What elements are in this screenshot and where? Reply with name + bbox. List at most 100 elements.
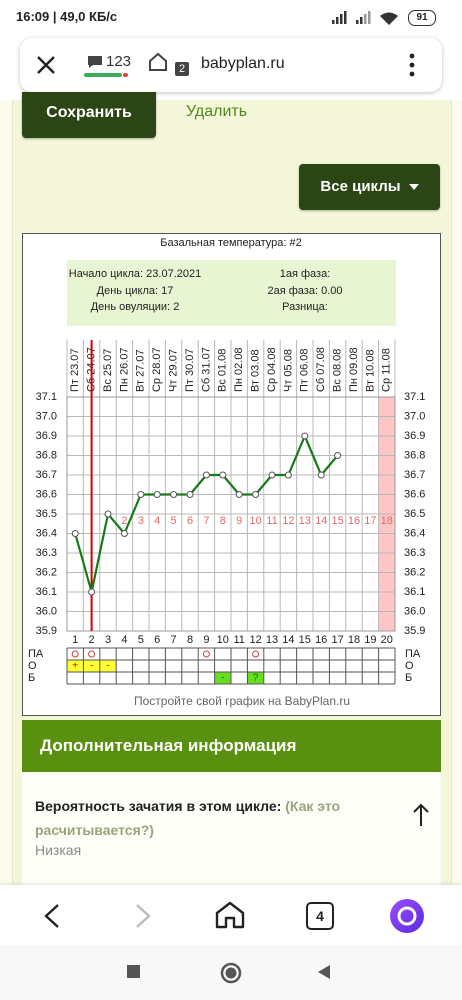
row-cell-text: - [90, 661, 93, 672]
day-label: 19 [364, 634, 376, 646]
temperature-point [219, 471, 227, 479]
delete-link[interactable]: Удалить [186, 103, 248, 120]
y-tick-label: 37.1 [36, 391, 57, 403]
day-label: 16 [315, 634, 327, 646]
row-label-right: О [405, 660, 414, 672]
date-label: Пн 02.08 [233, 347, 245, 392]
day-label: 11 [233, 634, 244, 646]
summary-item: 2ая фаза: 0.00 [268, 285, 343, 297]
temperature-point [120, 530, 128, 537]
y-tick-label: 36.6 [36, 488, 57, 500]
phase-day-label: 8 [220, 515, 226, 527]
row-cell [67, 660, 84, 672]
y-tick-label-right: 35.9 [404, 625, 425, 637]
day-label: 9 [203, 634, 209, 646]
answer: Низкая [35, 842, 82, 858]
tabs-button[interactable]: 4 [306, 902, 334, 930]
day-label: 6 [154, 634, 160, 646]
temperature-point [301, 432, 309, 440]
summary-item: Разница: [282, 301, 328, 313]
status-bar: 16:09 | 49,0 КБ/с 91 [0, 0, 462, 34]
y-tick-label-right: 36.2 [404, 566, 425, 578]
y-tick-label: 36.9 [36, 430, 57, 442]
day-label: 15 [299, 634, 311, 646]
chart-footer: Постройте свой график на BabyPlan.ru [134, 694, 350, 708]
date-label: Сб 07.08 [315, 347, 327, 392]
y-tick-label: 36.1 [36, 586, 57, 598]
system-nav [0, 945, 462, 1000]
date-label: Пн 09.08 [348, 347, 360, 392]
menu-button[interactable] [408, 52, 416, 78]
save-button[interactable]: Сохранить [22, 92, 156, 138]
home-system-button[interactable] [219, 961, 243, 985]
site-icon[interactable] [147, 51, 169, 73]
y-tick-label-right: 36.7 [404, 469, 425, 481]
dropdown-caret [408, 184, 419, 191]
phase-day-label: 2 [121, 515, 127, 527]
row-cell [83, 660, 100, 672]
phase-day-label: 13 [299, 515, 311, 527]
recent-button[interactable] [126, 964, 142, 980]
phase-day-label: 4 [154, 515, 160, 527]
section-header: Дополнительная информация [22, 720, 441, 772]
phase-day-label: 16 [348, 515, 360, 527]
date-label: Ср 04.08 [266, 347, 278, 392]
forward-button[interactable] [133, 903, 153, 929]
plot-border [66, 396, 396, 632]
date-label: Сб 31.07 [200, 347, 212, 392]
row-cell-text: ? [253, 673, 259, 684]
temperature-point [104, 510, 112, 518]
phase-day-label: 12 [282, 515, 294, 527]
rating-bar [84, 73, 128, 77]
summary-value: 17 [161, 285, 173, 297]
tabs-count[interactable]: 2 [175, 62, 189, 76]
info-card: Вероятность зачатия в этом цикле: (Как э… [22, 772, 441, 885]
row-cell [247, 672, 264, 684]
y-tick-label: 37.0 [36, 410, 57, 422]
phase-day-label: 17 [364, 515, 376, 527]
y-tick-label-right: 36.3 [404, 547, 425, 559]
summary-value: 23.07.2021 [146, 268, 201, 280]
back-button[interactable] [42, 903, 62, 929]
home-button[interactable] [214, 900, 246, 930]
temperature-point [137, 491, 145, 498]
all-cycles-button[interactable]: Все циклы [299, 164, 440, 210]
y-tick-label-right: 36.4 [404, 527, 425, 539]
date-label: Ср 11.08 [381, 348, 393, 392]
comments-count[interactable]: 123 [106, 53, 132, 70]
phase-day-label: 5 [171, 515, 177, 527]
back-system-button[interactable] [316, 964, 332, 980]
date-label: Вс 08.08 [332, 349, 344, 392]
row-cell-text: - [106, 661, 109, 672]
day-label: 13 [266, 634, 278, 646]
day-label: 7 [171, 634, 177, 646]
date-label: Пт 30.07 [184, 348, 196, 392]
status-time: 16:09 | 49,0 КБ/с [16, 9, 118, 24]
temperature-point [88, 588, 96, 596]
temperature-point [252, 491, 260, 498]
summary-box [67, 260, 396, 326]
temperature-point [202, 471, 210, 479]
row-cell-text: - [221, 673, 224, 684]
summary-value: 2 [173, 301, 179, 313]
explain-link[interactable]: (Как это расчитывается?) [35, 798, 341, 838]
date-label: Пт 06.08 [299, 348, 311, 392]
date-label: Ср 28.07 [151, 347, 163, 392]
row-label-right: Б [405, 672, 412, 684]
day-label: 5 [138, 634, 144, 646]
date-label: Вс 01.08 [217, 349, 229, 392]
row-label-right: ПА [405, 648, 421, 660]
all-cycles-label[interactable]: Все циклы [320, 178, 401, 195]
day-label: 4 [121, 634, 127, 646]
summary-value: 0.00 [321, 285, 342, 297]
url[interactable]: babyplan.ru [201, 55, 285, 72]
phase-day-label: 14 [315, 515, 327, 527]
comments-icon[interactable] [86, 54, 104, 70]
temperature-point [153, 491, 161, 498]
phase-day-label: 6 [187, 515, 193, 527]
pa-mark [252, 650, 260, 658]
scroll-up-button[interactable] [411, 802, 431, 828]
assistant-button[interactable] [389, 898, 425, 934]
close-button[interactable] [36, 55, 56, 75]
